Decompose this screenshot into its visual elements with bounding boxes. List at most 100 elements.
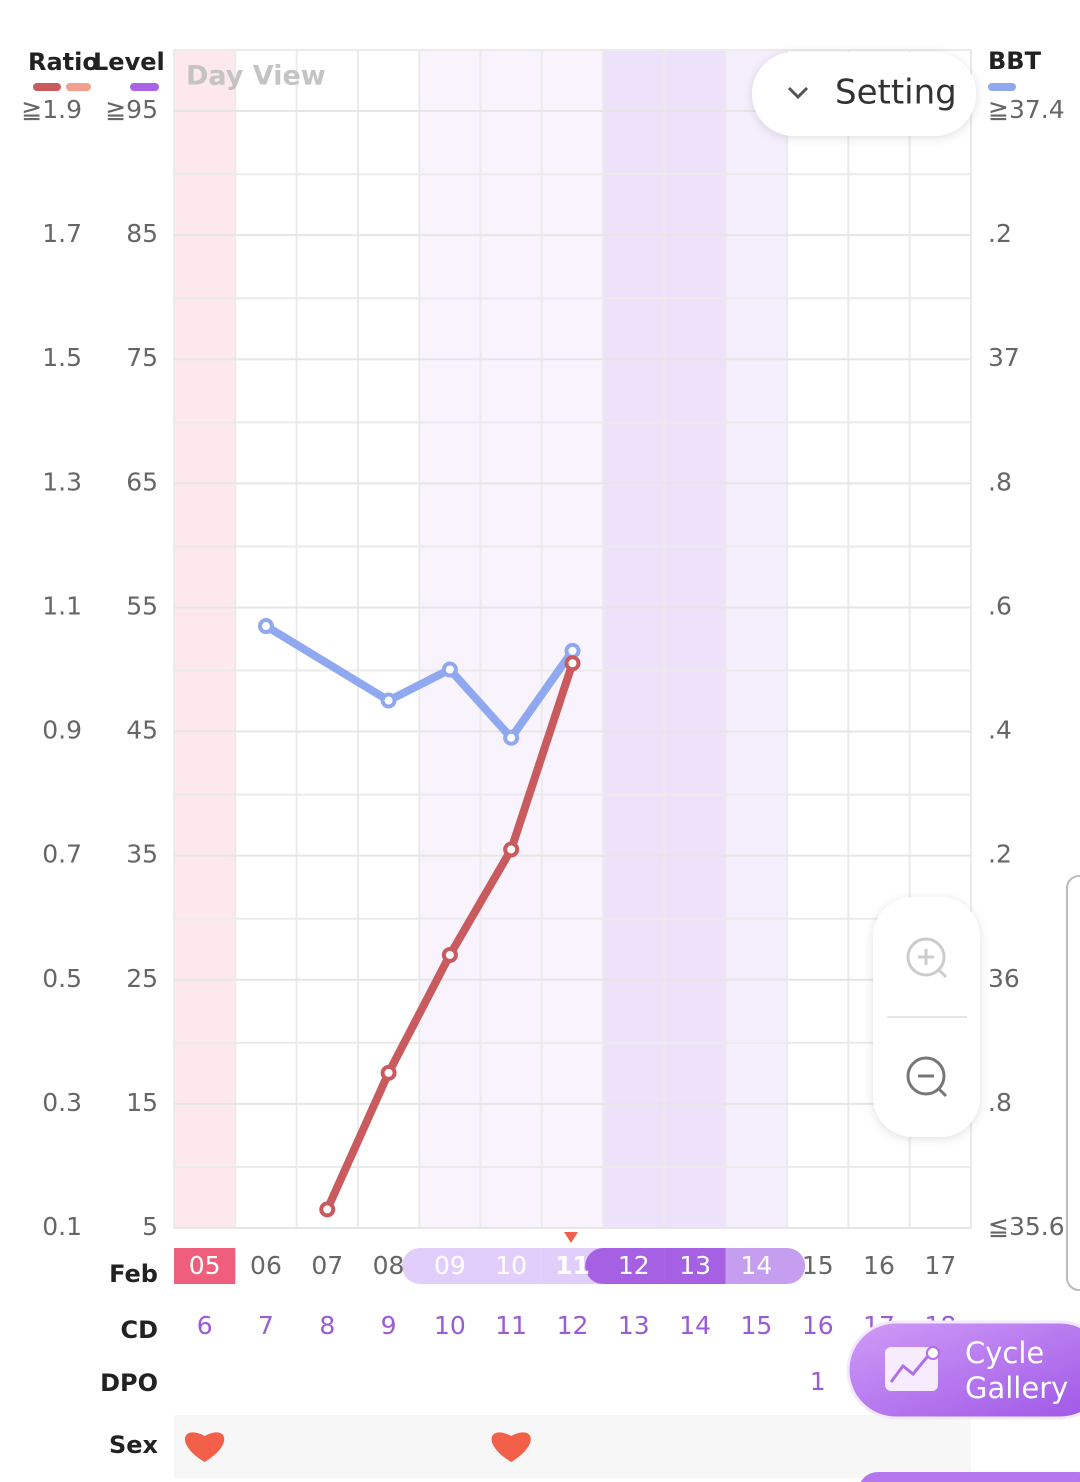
point xyxy=(380,1064,397,1081)
x-tick-label: 16 xyxy=(863,1251,895,1280)
row-value: 1 xyxy=(810,1367,826,1396)
bottom-button[interactable] xyxy=(858,1472,1080,1482)
date-pill xyxy=(664,1248,726,1284)
row-value: 7 xyxy=(258,1311,274,1340)
legend-label: BBT xyxy=(988,47,1042,75)
point xyxy=(503,841,520,858)
row-value: 9 xyxy=(381,1311,397,1340)
x-tick-label: 11 xyxy=(555,1251,590,1280)
sex-row-bg xyxy=(174,1415,971,1478)
y-tick-label: 1.5 xyxy=(42,343,82,372)
point xyxy=(441,661,458,678)
x-tick-label: 05 xyxy=(189,1251,221,1280)
x-tick-label: 09 xyxy=(434,1251,466,1280)
y2-tick-label: 25 xyxy=(126,964,158,993)
y-tick-label: 0.5 xyxy=(42,964,82,993)
y-tick-label: 0.7 xyxy=(42,840,82,869)
y2-tick-label: 35 xyxy=(126,840,158,869)
phase-band xyxy=(480,50,542,1228)
y2-tick-label: 55 xyxy=(126,591,158,620)
phase-band xyxy=(725,50,788,1228)
y2-tick-label: ≧95 xyxy=(105,95,158,124)
cycle-gallery-button[interactable]: Cycle Gallery xyxy=(846,1320,1080,1420)
row-value: 15 xyxy=(741,1311,773,1340)
row-value: 10 xyxy=(434,1311,466,1340)
point xyxy=(564,655,581,672)
y3-tick-label: .2 xyxy=(988,840,1012,869)
y3-tick-label: 37 xyxy=(988,343,1020,372)
today-marker xyxy=(564,1232,578,1243)
gallery-bg[interactable] xyxy=(846,1320,1080,1420)
y-tick-label: 1.7 xyxy=(42,219,82,248)
legend-label: Level xyxy=(93,48,165,76)
y-tick-label: ≧1.9 xyxy=(21,95,82,124)
zoom-in[interactable] xyxy=(906,937,948,979)
gallery-icon-line xyxy=(889,1355,930,1383)
point xyxy=(319,1201,336,1218)
y2-tick-label: 15 xyxy=(126,1088,158,1117)
zoom-out[interactable] xyxy=(906,1056,948,1098)
row-label: CD xyxy=(120,1316,158,1344)
date-pill xyxy=(174,1248,236,1284)
setting-button[interactable]: Setting xyxy=(752,52,976,136)
phase-band xyxy=(419,50,481,1228)
y3-tick-label: .8 xyxy=(988,1088,1012,1117)
point xyxy=(257,618,274,635)
heart xyxy=(491,1432,531,1462)
point xyxy=(503,729,520,746)
x-tick-label: 13 xyxy=(679,1251,711,1280)
y3-tick-label: .2 xyxy=(988,219,1012,248)
y3-tick-label: 36 xyxy=(988,964,1020,993)
zoom-panel xyxy=(873,897,980,1137)
y-tick-label: 1.3 xyxy=(42,467,82,496)
gallery-icon-dot xyxy=(926,1346,940,1360)
y2-tick-label: 5 xyxy=(142,1212,158,1241)
row-value: 12 xyxy=(557,1311,589,1340)
y3-tick-label: .6 xyxy=(988,591,1012,620)
row-label: DPO xyxy=(100,1369,158,1397)
heart xyxy=(185,1432,225,1462)
y3-tick-label: ≦35.6 xyxy=(988,1212,1065,1241)
side-handle[interactable] xyxy=(1066,875,1080,1291)
x-tick-label: 12 xyxy=(618,1251,650,1280)
x-tick-label: 08 xyxy=(373,1251,405,1280)
row-value: 6 xyxy=(197,1311,213,1340)
x-tick-label: 10 xyxy=(495,1251,527,1280)
x-tick-label: 15 xyxy=(802,1251,834,1280)
y2-tick-label: 45 xyxy=(126,716,158,745)
y-tick-label: 0.9 xyxy=(42,716,82,745)
setting-bg[interactable] xyxy=(752,52,976,136)
x-tick-label: 07 xyxy=(311,1251,343,1280)
gallery-label[interactable]: Gallery xyxy=(965,1371,1068,1405)
pill-cap xyxy=(585,1248,622,1284)
y2-tick-label: 75 xyxy=(126,343,158,372)
y-tick-label: 0.3 xyxy=(42,1088,82,1117)
point xyxy=(380,692,397,709)
setting-label[interactable]: Setting xyxy=(835,73,957,113)
y3-tick-label: .8 xyxy=(988,467,1012,496)
row-value: 11 xyxy=(495,1311,527,1340)
phase-band xyxy=(664,50,726,1228)
plot xyxy=(257,618,581,1218)
point xyxy=(441,946,458,963)
row-value: 14 xyxy=(679,1311,711,1340)
pill-cap xyxy=(769,1248,806,1284)
x-tick-label: 14 xyxy=(741,1251,773,1280)
y3-tick-label: .4 xyxy=(988,716,1012,745)
backgrounds xyxy=(174,50,971,1478)
gallery-label[interactable]: Cycle xyxy=(965,1336,1044,1370)
month-label: Feb xyxy=(109,1260,158,1288)
date-pill xyxy=(480,1248,542,1284)
y3-tick-label: ≧37.4 xyxy=(988,95,1065,124)
point xyxy=(564,642,581,659)
phase-band xyxy=(603,50,665,1228)
legend-label: Ratio xyxy=(28,48,99,76)
y2-tick-label: 85 xyxy=(126,219,158,248)
row-value: 16 xyxy=(802,1311,834,1340)
y-tick-label: 1.1 xyxy=(42,591,82,620)
y2-tick-label: 65 xyxy=(126,467,158,496)
row-value: 8 xyxy=(319,1311,335,1340)
phase-band xyxy=(174,50,236,1228)
y-tick-label: 0.1 xyxy=(42,1212,82,1241)
